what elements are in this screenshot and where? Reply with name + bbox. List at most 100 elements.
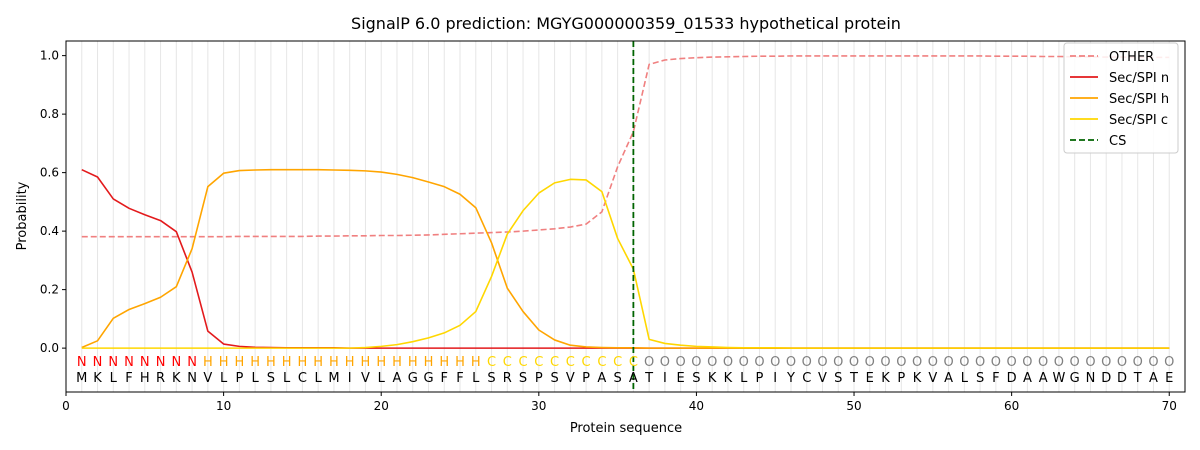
x-tick-label: 50: [846, 399, 861, 413]
residue-label: A: [393, 371, 402, 386]
series-line-sec-spi-h: [81, 168, 1170, 349]
residue-label: V: [203, 371, 212, 386]
region-label: O: [754, 355, 764, 370]
region-label: N: [124, 355, 134, 370]
region-label: H: [345, 355, 355, 370]
region-label: N: [187, 355, 197, 370]
y-tick-label: 0.2: [40, 283, 59, 297]
x-tick-label: 60: [1004, 399, 1019, 413]
region-label: O: [723, 355, 733, 370]
x-tick-label: 40: [689, 399, 704, 413]
residue-label: I: [348, 371, 352, 386]
region-label: H: [455, 355, 465, 370]
region-label: O: [770, 355, 780, 370]
residue-label: H: [140, 371, 150, 386]
residue-label: K: [724, 371, 733, 386]
residue-label: K: [708, 371, 717, 386]
region-label: O: [865, 355, 875, 370]
region-label: O: [991, 355, 1001, 370]
residue-label: A: [1023, 371, 1032, 386]
residue-label: A: [1039, 371, 1048, 386]
region-label: H: [250, 355, 260, 370]
region-label: C: [503, 355, 512, 370]
residue-label: R: [503, 371, 512, 386]
region-label: O: [707, 355, 717, 370]
region-label: O: [691, 355, 701, 370]
legend-label: Sec/SPI c: [1109, 113, 1168, 128]
region-label: O: [739, 355, 749, 370]
region-label: H: [329, 355, 339, 370]
residue-label: L: [283, 371, 291, 386]
y-axis-label: Probability: [15, 181, 30, 250]
region-label: O: [896, 355, 906, 370]
residue-label: G: [1070, 371, 1080, 386]
residue-label: L: [220, 371, 228, 386]
legend-box: [1063, 42, 1179, 154]
grid-lines: [81, 41, 1170, 392]
residue-label: S: [692, 371, 700, 386]
residue-label: G: [423, 371, 433, 386]
residue-label: M: [328, 371, 339, 386]
y-tick-label: 1.0: [40, 49, 59, 63]
region-label: O: [880, 355, 890, 370]
residue-label: I: [663, 371, 667, 386]
plot-frame: [65, 40, 1186, 393]
region-label: N: [171, 355, 181, 370]
residue-label: E: [1165, 371, 1173, 386]
residue-label: L: [740, 371, 748, 386]
region-label: O: [817, 355, 827, 370]
residue-label: V: [928, 371, 937, 386]
y-tick-label: 0.4: [40, 224, 59, 238]
series-layer: [81, 55, 1170, 349]
y-tick-label: 0.8: [40, 107, 59, 121]
region-label: O: [975, 355, 985, 370]
region-label: H: [376, 355, 386, 370]
region-label: O: [786, 355, 796, 370]
residue-label: K: [172, 371, 181, 386]
region-label: C: [582, 355, 591, 370]
chart-title: SignalP 6.0 prediction: MGYG000000359_01…: [351, 14, 901, 34]
series-line-other: [81, 55, 1170, 238]
region-label: C: [613, 355, 622, 370]
residue-label: D: [1117, 371, 1127, 386]
region-label: N: [140, 355, 150, 370]
residue-label: P: [235, 371, 243, 386]
region-label: O: [1022, 355, 1032, 370]
residue-label: S: [519, 371, 527, 386]
residue-label: G: [408, 371, 418, 386]
residue-label: L: [378, 371, 386, 386]
residue-label: T: [849, 371, 858, 386]
region-label: C: [519, 355, 528, 370]
x-tick-label: 0: [62, 399, 70, 413]
residue-label: N: [1086, 371, 1096, 386]
region-label: C: [487, 355, 496, 370]
residue-label: E: [677, 371, 685, 386]
residue-label: P: [535, 371, 543, 386]
region-label: H: [439, 355, 449, 370]
residue-label: V: [361, 371, 370, 386]
residue-label: V: [818, 371, 827, 386]
residue-label: C: [298, 371, 307, 386]
region-label: O: [928, 355, 938, 370]
region-label: H: [234, 355, 244, 370]
residue-label: L: [110, 371, 118, 386]
region-label: C: [550, 355, 559, 370]
region-label: O: [943, 355, 953, 370]
region-label: H: [219, 355, 229, 370]
residue-label: P: [582, 371, 590, 386]
region-label: C: [629, 355, 638, 370]
y-axis-ticks: 0.0 0.2 0.4 0.6 0.8 1.0: [40, 49, 66, 355]
region-label: N: [156, 355, 166, 370]
residue-label: S: [550, 371, 558, 386]
region-label: H: [203, 355, 213, 370]
region-label: O: [802, 355, 812, 370]
region-label: O: [849, 355, 859, 370]
residue-label: V: [566, 371, 575, 386]
region-label: H: [282, 355, 292, 370]
region-label: H: [471, 355, 481, 370]
region-label: O: [644, 355, 654, 370]
region-label: H: [392, 355, 402, 370]
residue-label: P: [756, 371, 764, 386]
region-label: N: [77, 355, 87, 370]
